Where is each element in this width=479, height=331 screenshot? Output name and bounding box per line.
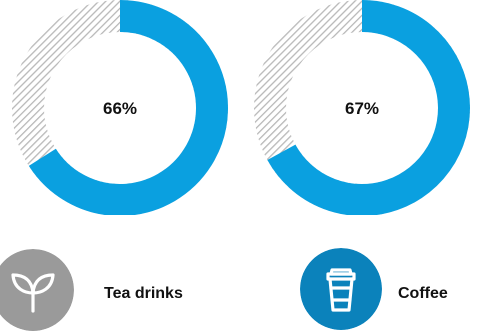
donut-chart-coffee: 67%	[254, 0, 470, 215]
donut-chart-tea: 66%	[12, 0, 228, 215]
coffee-cup-icon	[300, 248, 382, 330]
donut-value-arc	[28, 0, 228, 215]
sprout-icon	[0, 249, 74, 331]
donut-percent-label: 67%	[345, 99, 379, 118]
donut-percent-label: 66%	[103, 99, 137, 118]
legend-label-coffee: Coffee	[398, 285, 448, 302]
donut-value-arc	[267, 0, 470, 215]
legend-label-tea: Tea drinks	[104, 285, 183, 302]
